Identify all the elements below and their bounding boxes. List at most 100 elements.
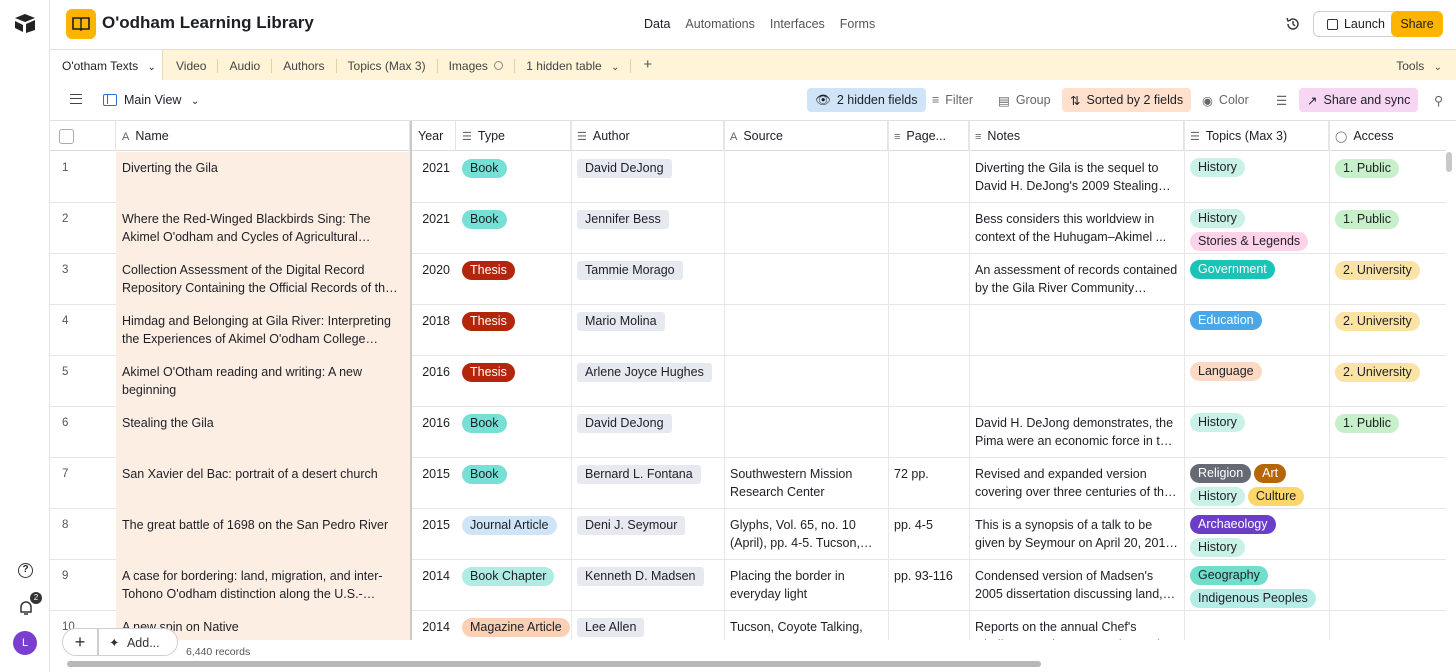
topic-tag[interactable]: Government: [1190, 260, 1275, 279]
name-cell[interactable]: Akimel O'Otham reading and writing: A ne…: [116, 356, 410, 407]
add-record-button[interactable]: +: [62, 628, 98, 656]
table-row[interactable]: 6 Stealing the Gila 2016 Book David DeJong Da…: [50, 407, 1446, 458]
share-sync-button[interactable]: ↗ Share and sync: [1299, 88, 1419, 112]
type-cell[interactable]: Thesis: [456, 356, 571, 407]
author-link[interactable]: David DeJong: [577, 414, 672, 433]
year-cell[interactable]: 2016: [412, 356, 456, 407]
type-cell[interactable]: Journal Article: [456, 509, 571, 560]
topic-tag[interactable]: Indigenous Peoples: [1190, 589, 1316, 608]
pages-cell[interactable]: pp. 4-5: [888, 509, 969, 560]
access-tag[interactable]: 1. Public: [1335, 414, 1399, 433]
type-cell[interactable]: Book: [456, 458, 571, 509]
access-cell[interactable]: [1329, 458, 1446, 509]
topics-cell[interactable]: Education: [1184, 305, 1329, 356]
topics-cell[interactable]: History Stories & Legends: [1184, 203, 1329, 254]
notes-cell[interactable]: Reports on the annual Chef's Challenge a…: [969, 611, 1184, 640]
history-icon[interactable]: [1285, 16, 1301, 32]
tools-menu[interactable]: Tools ⌄: [1396, 59, 1442, 73]
row-number[interactable]: 8: [50, 509, 116, 560]
table-row[interactable]: 10 A new spin on Native 2014 Magazine Artic…: [50, 611, 1446, 640]
access-tag[interactable]: 2. University: [1335, 363, 1420, 382]
topic-tag[interactable]: Education: [1190, 311, 1262, 330]
type-tag[interactable]: Thesis: [462, 312, 515, 331]
notes-cell[interactable]: [969, 305, 1184, 356]
year-cell[interactable]: 2016: [412, 407, 456, 458]
column-topics[interactable]: ☰ Topics (Max 3): [1184, 121, 1329, 151]
access-cell[interactable]: 1. Public: [1329, 152, 1446, 203]
group-button[interactable]: ▤ Group: [990, 88, 1059, 112]
year-cell[interactable]: 2020: [412, 254, 456, 305]
name-cell[interactable]: The great battle of 1698 on the San Pedr…: [116, 509, 410, 560]
type-tag[interactable]: Thesis: [462, 261, 515, 280]
name-cell[interactable]: Himdag and Belonging at Gila River: Inte…: [116, 305, 410, 356]
author-cell[interactable]: Jennifer Bess: [571, 203, 724, 254]
type-cell[interactable]: Thesis: [456, 305, 571, 356]
nav-automations[interactable]: Automations: [685, 17, 755, 31]
pages-cell[interactable]: [888, 203, 969, 254]
table-row[interactable]: 3 Collection Assessment of the Digital Re…: [50, 254, 1446, 305]
author-cell[interactable]: Kenneth D. Madsen: [571, 560, 724, 611]
type-cell[interactable]: Book: [456, 152, 571, 203]
table-row[interactable]: 1 Diverting the Gila 2021 Book David DeJong D…: [50, 152, 1446, 203]
row-number[interactable]: 3: [50, 254, 116, 305]
type-tag[interactable]: Book Chapter: [462, 567, 555, 586]
source-cell[interactable]: [724, 356, 888, 407]
type-cell[interactable]: Thesis: [456, 254, 571, 305]
notes-cell[interactable]: [969, 356, 1184, 407]
add-table-icon[interactable]: +: [643, 56, 653, 73]
access-tag[interactable]: 1. Public: [1335, 210, 1399, 229]
access-cell[interactable]: 2. University: [1329, 254, 1446, 305]
author-link[interactable]: Bernard L. Fontana: [577, 465, 701, 484]
notes-cell[interactable]: Condensed version of Madsen's 2005 disse…: [969, 560, 1184, 611]
pages-cell[interactable]: pp. 93-116: [888, 560, 969, 611]
year-cell[interactable]: 2021: [412, 152, 456, 203]
topic-tag[interactable]: History: [1190, 413, 1245, 432]
topic-tag[interactable]: History: [1190, 209, 1245, 228]
author-link[interactable]: Tammie Morago: [577, 261, 683, 280]
tab-audio[interactable]: Audio: [218, 59, 273, 73]
pages-cell[interactable]: [888, 254, 969, 305]
type-cell[interactable]: Magazine Article: [456, 611, 571, 640]
row-number[interactable]: 6: [50, 407, 116, 458]
notes-cell[interactable]: Revised and expanded version covering ov…: [969, 458, 1184, 509]
filter-button[interactable]: ≡ Filter: [924, 88, 981, 112]
topic-tag[interactable]: History: [1190, 487, 1245, 506]
frozen-column-divider[interactable]: [410, 121, 412, 640]
nav-interfaces[interactable]: Interfaces: [769, 17, 825, 31]
column-source[interactable]: A Source: [724, 121, 888, 151]
author-cell[interactable]: Lee Allen: [571, 611, 724, 640]
topics-cell[interactable]: Archaeology History: [1184, 509, 1329, 560]
row-number[interactable]: 2: [50, 203, 116, 254]
base-icon[interactable]: [66, 9, 96, 39]
source-cell[interactable]: Tucson, Coyote Talking, L.L.C.: [724, 611, 888, 640]
sort-button[interactable]: ⇅ Sorted by 2 fields: [1062, 88, 1192, 112]
type-tag[interactable]: Journal Article: [462, 516, 557, 535]
chevron-down-icon[interactable]: ⌄: [147, 62, 156, 73]
source-cell[interactable]: [724, 305, 888, 356]
notes-cell[interactable]: David H. DeJong demonstrates, the Pima w…: [969, 407, 1184, 458]
view-switcher[interactable]: Main View ⌄: [124, 93, 199, 107]
column-year[interactable]: Year: [412, 121, 456, 151]
launch-button[interactable]: Launch: [1313, 11, 1399, 37]
type-tag[interactable]: Thesis: [462, 363, 515, 382]
notes-cell[interactable]: Diverting the Gila is the sequel to Davi…: [969, 152, 1184, 203]
author-link[interactable]: Lee Allen: [577, 618, 645, 637]
help-icon[interactable]: ?: [18, 563, 33, 578]
topics-cell[interactable]: History: [1184, 152, 1329, 203]
type-tag[interactable]: Book: [462, 210, 507, 229]
table-row[interactable]: 7 San Xavier del Bac: portrait of a deser…: [50, 458, 1446, 509]
name-cell[interactable]: Where the Red-Winged Blackbirds Sing: Th…: [116, 203, 410, 254]
topics-cell[interactable]: Government: [1184, 254, 1329, 305]
source-cell[interactable]: Placing the border in everyday light: [724, 560, 888, 611]
color-button[interactable]: ◉ Color: [1194, 88, 1257, 112]
topics-cell[interactable]: History: [1184, 407, 1329, 458]
row-height-icon[interactable]: ☰: [1276, 93, 1288, 108]
year-cell[interactable]: 2015: [412, 509, 456, 560]
tab-otham-texts[interactable]: O'otham Texts ⌄: [50, 50, 163, 81]
row-number[interactable]: 5: [50, 356, 116, 407]
access-cell[interactable]: 2. University: [1329, 356, 1446, 407]
nav-forms[interactable]: Forms: [839, 17, 876, 31]
author-cell[interactable]: Mario Molina: [571, 305, 724, 356]
topic-tag[interactable]: History: [1190, 538, 1245, 557]
column-author[interactable]: ☰ Author: [571, 121, 724, 151]
